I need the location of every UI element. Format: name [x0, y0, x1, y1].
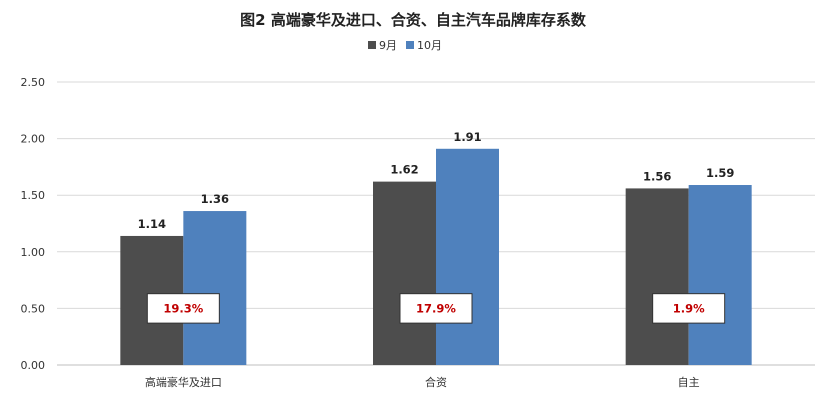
y-axis-ticks: 0.00 0.50 1.00 1.50 2.00 2.50: [21, 76, 46, 372]
y-tick-label: 0.00: [21, 359, 46, 372]
data-label: 1.91: [453, 130, 481, 144]
y-tick-label: 2.50: [21, 76, 46, 89]
y-tick-label: 1.00: [21, 246, 46, 259]
y-tick-label: 2.00: [21, 133, 46, 146]
category-labels: 高端豪华及进口 合资 自主: [145, 375, 700, 389]
bar-9月-合资: [373, 181, 436, 365]
bar-9月-自主: [625, 188, 689, 365]
data-label: 1.36: [201, 192, 229, 206]
data-label: 1.59: [706, 166, 734, 180]
bar-10月-高端豪华及进口: [183, 211, 247, 365]
bars: [120, 148, 752, 365]
annotation-box: [146, 293, 220, 324]
y-tick-label: 0.50: [21, 302, 46, 315]
category-label: 高端豪华及进口: [145, 375, 222, 389]
bar-10月-自主: [688, 185, 752, 365]
data-labels: 1.14 1.36 1.62 1.91 1.56 1.59: [138, 130, 735, 231]
change-annotations: 19.3% 17.9% 1.9%: [146, 293, 726, 324]
data-label: 1.14: [138, 217, 166, 231]
bar-10月-合资: [436, 148, 499, 365]
y-tick-label: 1.50: [21, 189, 46, 202]
legend-swatch-10月: [406, 41, 414, 49]
category-label: 自主: [678, 376, 700, 389]
legend-label-9月: 9月: [379, 39, 397, 52]
legend-swatch-9月: [368, 41, 376, 49]
chart-title: 图2 高端豪华及进口、合资、自主汽车品牌库存系数: [240, 11, 587, 29]
legend-label-10月: 10月: [417, 39, 442, 52]
data-label: 1.62: [390, 163, 418, 177]
annotation-text: 17.9%: [416, 301, 456, 315]
annotation-text: 19.3%: [163, 301, 203, 315]
category-label: 合资: [425, 375, 447, 389]
annotation-text: 1.9%: [673, 301, 705, 315]
legend: 9月 10月: [368, 39, 442, 52]
annotation-box: [652, 293, 726, 324]
annotation-box: [399, 293, 473, 324]
data-label: 1.56: [643, 169, 671, 183]
